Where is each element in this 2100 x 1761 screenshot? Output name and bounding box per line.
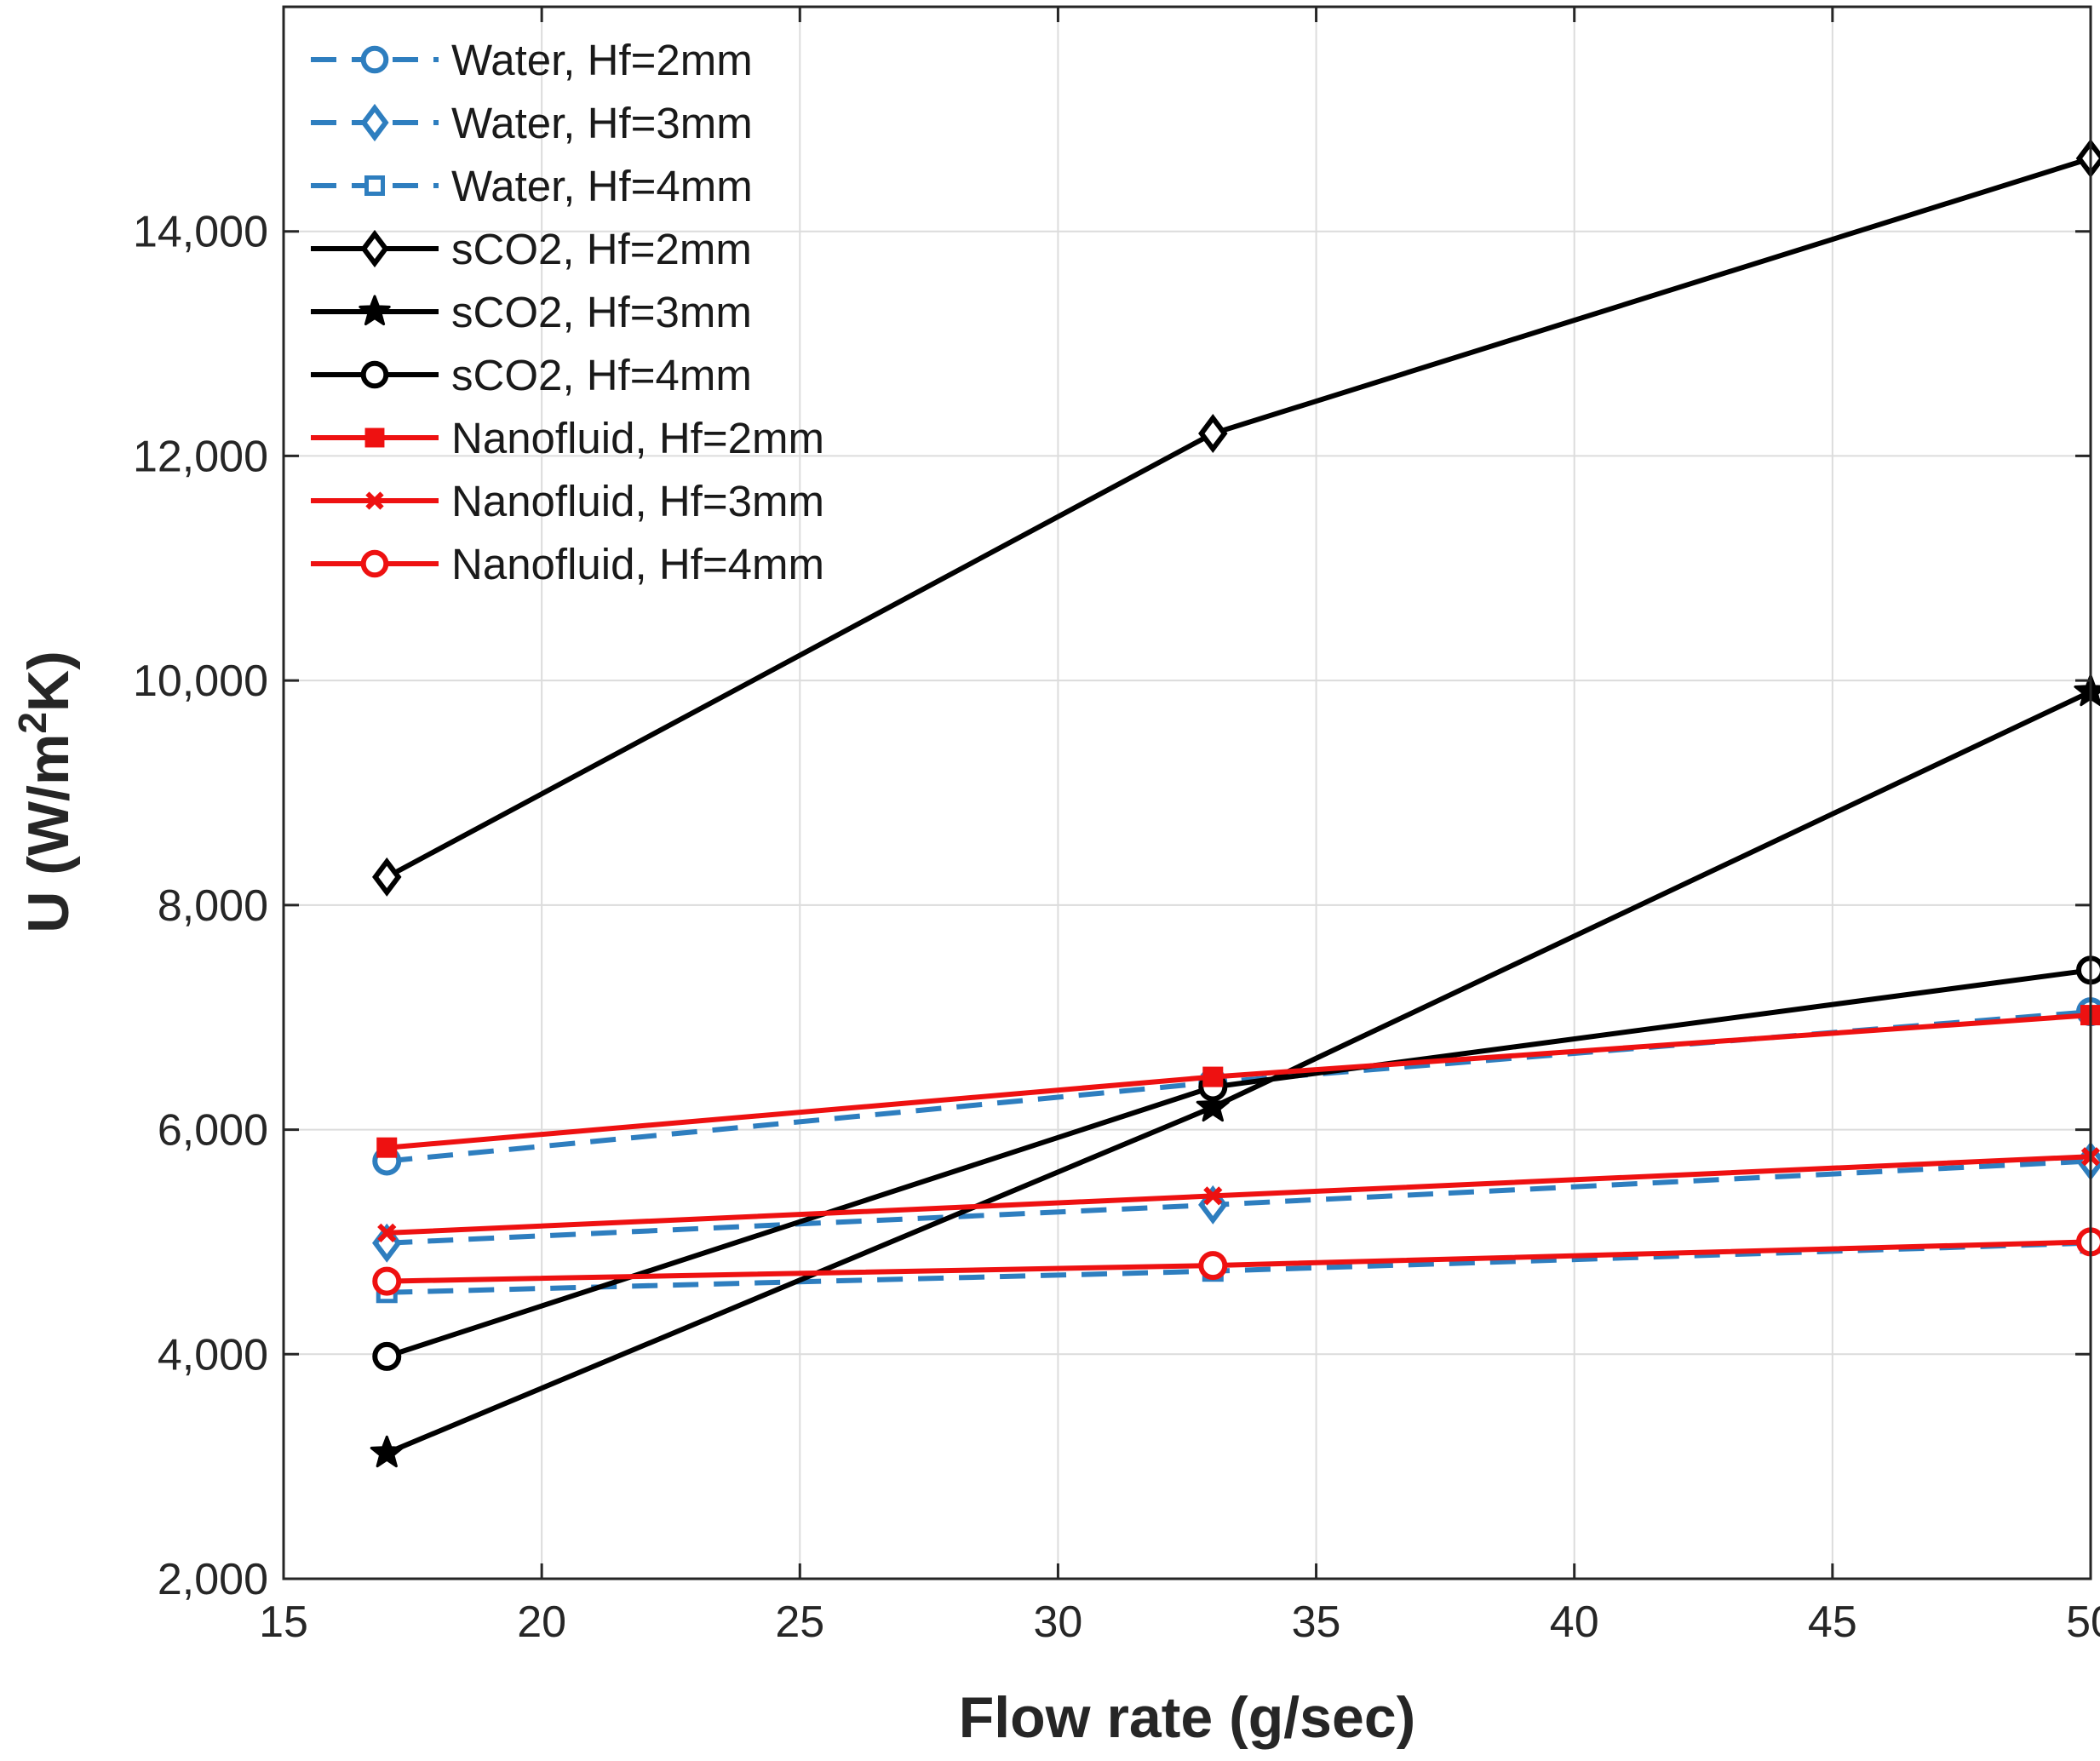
legend-label: Nanofluid, Hf=3mm <box>451 477 824 525</box>
series-marker-circle <box>372 1341 402 1371</box>
series-marker-circle <box>360 45 389 74</box>
y-tick-label: 2,000 <box>158 1555 268 1604</box>
legend-label: sCO2, Hf=3mm <box>451 288 752 336</box>
x-tick-label: 25 <box>775 1598 824 1647</box>
y-tick-label: 8,000 <box>158 881 268 931</box>
y-tick-label: 4,000 <box>158 1330 268 1380</box>
y-tick-label: 12,000 <box>133 432 268 481</box>
y-tick-label: 14,000 <box>133 208 268 257</box>
series-marker-star <box>370 1435 404 1468</box>
series-4 <box>370 674 2100 1468</box>
series-marker-square-filled <box>376 1137 398 1158</box>
series-marker-circle <box>1198 1251 1228 1281</box>
x-tick-label: 15 <box>259 1598 308 1647</box>
legend-label: Nanofluid, Hf=2mm <box>451 414 824 462</box>
legend-item: Water, Hf=4mm <box>311 162 753 210</box>
legend-label: Water, Hf=2mm <box>451 36 753 84</box>
series-marker-star <box>1196 1089 1230 1122</box>
legend-label: sCO2, Hf=4mm <box>451 351 752 399</box>
y-axis-title-main: U (W/m <box>16 734 81 933</box>
legend-label: Water, Hf=4mm <box>451 162 753 210</box>
x-tick-label: 40 <box>1550 1598 1599 1647</box>
x-tick-label: 20 <box>517 1598 566 1647</box>
legend: Water, Hf=2mm Water, Hf=3mm Water, Hf=4mm s… <box>311 36 824 588</box>
y-tick-label: 10,000 <box>133 657 268 706</box>
legend-item: Nanofluid, Hf=2mm <box>311 414 824 462</box>
series-marker-star <box>359 295 391 326</box>
axis-ticks: 15 20 25 30 35 40 45 50 2,000 4,000 6,000 8,000 10,0… <box>133 7 2100 1647</box>
x-tick-label: 50 <box>2066 1598 2100 1647</box>
plot-series <box>370 139 2100 1468</box>
series-marker-diamond <box>360 229 389 268</box>
series-marker-square-filled <box>1202 1066 1224 1087</box>
x-tick-label: 35 <box>1292 1598 1341 1647</box>
legend-label: Water, Hf=3mm <box>451 99 753 147</box>
x-tick-label: 45 <box>1808 1598 1857 1647</box>
legend-label: Nanofluid, Hf=4mm <box>451 540 824 588</box>
legend-item: sCO2, Hf=3mm <box>311 288 752 336</box>
series-marker-x <box>1203 1186 1223 1206</box>
series-marker-diamond <box>1198 414 1228 454</box>
series-marker-square-filled <box>364 427 385 448</box>
series-marker-diamond <box>360 103 389 142</box>
series-marker-circle <box>360 549 389 578</box>
legend-item: Water, Hf=3mm <box>311 99 753 147</box>
series-marker-x <box>377 1223 397 1243</box>
legend-item: Water, Hf=2mm <box>311 36 753 84</box>
plot-frame <box>282 5 2092 1580</box>
legend-item: sCO2, Hf=2mm <box>311 225 752 273</box>
series-marker-x <box>365 491 384 510</box>
y-tick-label: 6,000 <box>158 1106 268 1156</box>
legend-label: sCO2, Hf=2mm <box>451 225 752 273</box>
series-marker-square <box>364 175 385 196</box>
legend-item: sCO2, Hf=4mm <box>311 351 752 399</box>
series-marker-diamond <box>372 857 402 897</box>
x-tick-label: 30 <box>1034 1598 1083 1647</box>
y-axis-title: U (W/m2K) <box>10 651 81 933</box>
y-axis-title-tail: K) <box>16 651 81 712</box>
series-marker-circle <box>360 360 389 389</box>
series-marker-circle <box>372 1266 402 1296</box>
legend-item: Nanofluid, Hf=4mm <box>311 540 824 588</box>
grid-lines <box>284 7 2091 1579</box>
legend-item: Nanofluid, Hf=3mm <box>311 477 824 525</box>
y-axis-title-superscript: 2 <box>10 712 55 734</box>
x-axis-title: Flow rate (g/sec) <box>959 1685 1416 1750</box>
